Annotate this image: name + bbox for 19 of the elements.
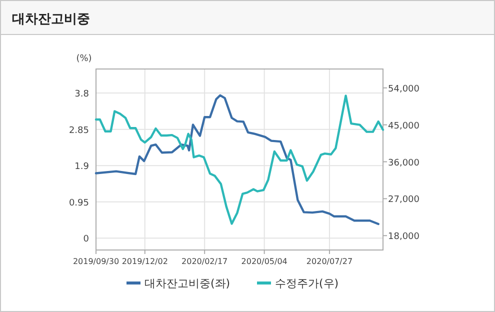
legend-label: 수정주가(우) xyxy=(275,277,339,290)
y2-tick-label: 45,000 xyxy=(388,121,420,132)
y2-tick-label: 18,000 xyxy=(388,232,420,242)
legend-label: 대차잔고비중(좌) xyxy=(144,277,230,290)
y-tick-label: 2.85 xyxy=(68,126,89,136)
x-tick-label: 2019/09/30 xyxy=(72,257,120,266)
y-axis-title: (%) xyxy=(76,54,92,64)
x-tick-label: 2020/05/04 xyxy=(241,257,288,266)
chart-title: 대차잔고비중 xyxy=(12,12,90,27)
y2-tick-label: 27,000 xyxy=(388,195,420,206)
y2-tick-label: 36,000 xyxy=(388,158,420,168)
x-tick-label: 2019/12/02 xyxy=(122,257,168,266)
x-tick-label: 2020/02/17 xyxy=(182,257,228,266)
x-tick-label: 2020/07/27 xyxy=(306,257,353,266)
y-tick-label: 0 xyxy=(83,234,90,245)
y-tick-label: 0.95 xyxy=(68,198,89,208)
y-tick-label: 1.9 xyxy=(74,162,90,172)
y-tick-label: 3.8 xyxy=(74,90,90,100)
y2-tick-label: 54,000 xyxy=(388,84,420,94)
